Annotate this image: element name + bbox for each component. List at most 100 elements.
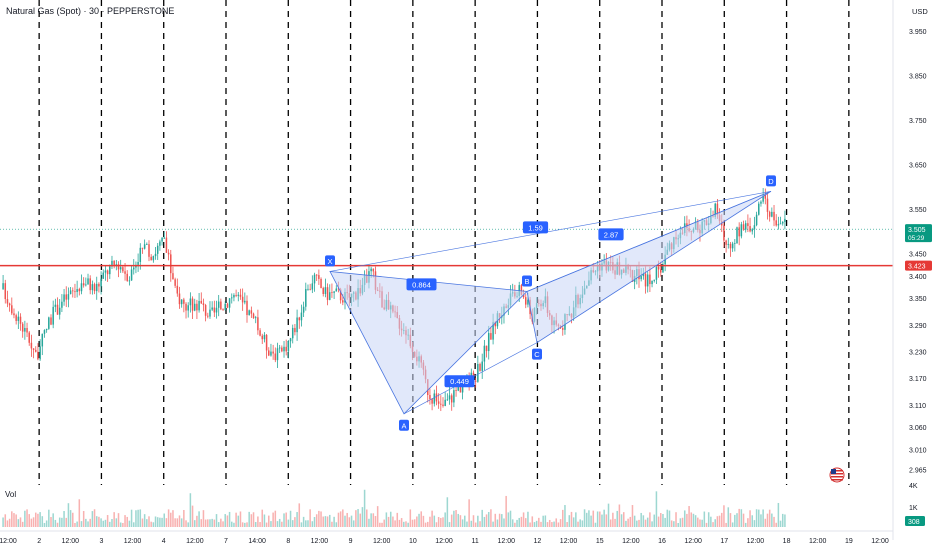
candle-body (768, 211, 771, 217)
volume-bar (141, 518, 144, 527)
pattern-point-badge (522, 275, 532, 287)
candle-body (52, 306, 54, 325)
volume-bar (627, 518, 629, 527)
harmonic-pattern[interactable]: 1.59 0.864 0.449 2.87 X A B C D (325, 175, 776, 431)
candle-body (63, 294, 65, 302)
volume-bar (396, 512, 399, 527)
ratio-badge (444, 375, 475, 388)
volume-bar (533, 522, 536, 527)
volume-bar (568, 515, 571, 527)
volume-bar (705, 522, 708, 527)
volume-bar (407, 522, 409, 527)
candle-body (207, 315, 209, 317)
volume-bar (429, 516, 431, 527)
volume-bar (366, 509, 368, 527)
candle-body (89, 278, 91, 291)
volume-bar (603, 509, 605, 527)
candle-body (328, 292, 331, 300)
candle-body (294, 327, 296, 333)
volume-bar (749, 510, 751, 527)
candle-body (522, 294, 525, 298)
volume-bar (270, 521, 272, 527)
volume-bar (65, 517, 68, 527)
volume-bar (572, 517, 575, 527)
volume-bar (146, 519, 148, 527)
volume-bar (660, 513, 662, 527)
volume-bar (137, 509, 139, 527)
candle-body (41, 333, 44, 347)
volume-bar (740, 509, 743, 527)
volume-bar (522, 512, 525, 527)
volume-bar (381, 522, 383, 527)
candle-body (167, 252, 170, 255)
candle-body (657, 266, 660, 270)
time-axis[interactable]: 12:00 2 12:00 3 12:00 4 12:00 7 14:00 8 12:00 9 12:0… (0, 530, 893, 545)
volume-bar (52, 513, 54, 527)
price-badge (905, 224, 932, 243)
price-axis[interactable]: 3.950 3.850 3.750 3.650 3.550 3.450 3.400 3.350… (892, 0, 932, 540)
ratio-badge (406, 278, 437, 291)
volume-bar (233, 522, 235, 527)
volume-bar (631, 505, 634, 527)
volume-bar (605, 514, 608, 527)
volume-bar (588, 510, 590, 527)
volume-bar (139, 509, 142, 527)
candle-body (642, 273, 645, 277)
volume-bar (161, 517, 163, 527)
candle-body (254, 317, 257, 319)
candle-body (172, 273, 174, 280)
candle-body (291, 327, 294, 339)
pattern-point-badge (532, 348, 542, 360)
volume-bar (775, 522, 777, 527)
volume-bar (289, 510, 292, 527)
volume-bar (224, 514, 226, 527)
candle-body (8, 303, 11, 306)
volume-bar (736, 513, 738, 527)
candle-body (19, 316, 22, 324)
candle-body (187, 305, 189, 311)
price-tick-label: 3.750 (909, 118, 927, 125)
volume-bar (400, 518, 403, 527)
time-tick-label: 12:00 (622, 538, 640, 545)
candle-body (490, 333, 492, 340)
candle-body (58, 307, 61, 315)
volume-bar (431, 510, 433, 527)
volume-bar (566, 522, 568, 527)
volume-bar (283, 513, 285, 527)
volume-bar (518, 517, 520, 527)
volume-bar (670, 520, 673, 527)
candle-body (562, 328, 564, 330)
volume-bar (135, 510, 137, 527)
volume-bar (697, 517, 699, 527)
candle-body (100, 278, 102, 287)
volume-bar (202, 510, 205, 527)
volume-bar (470, 520, 473, 527)
volume-bar (226, 515, 229, 527)
candle-body (226, 303, 229, 308)
volume-bar (457, 513, 460, 527)
volume-bar (100, 518, 102, 527)
volume-bar (152, 522, 155, 527)
price-tick-label: 3.230 (909, 350, 927, 357)
volume-bar (540, 521, 542, 527)
candle-body (202, 303, 205, 306)
price-tick-label: 3.060 (909, 425, 927, 432)
volume-bar (379, 522, 381, 527)
candle-body (261, 335, 264, 340)
volume-bar (590, 515, 592, 527)
volume-bar (413, 519, 416, 527)
candle-body (283, 346, 285, 352)
candle-body (311, 283, 314, 290)
pattern-point-label: B (524, 277, 529, 286)
volume-bar (581, 520, 584, 527)
candle-body (492, 322, 494, 340)
volume-bar (67, 503, 70, 527)
volume-bar (614, 518, 616, 527)
volume-bar (276, 521, 279, 527)
candle-body (211, 307, 213, 310)
candle-body (106, 270, 109, 275)
candle-body (435, 393, 438, 402)
volume-bar (747, 518, 749, 527)
volume-bar (263, 514, 266, 527)
